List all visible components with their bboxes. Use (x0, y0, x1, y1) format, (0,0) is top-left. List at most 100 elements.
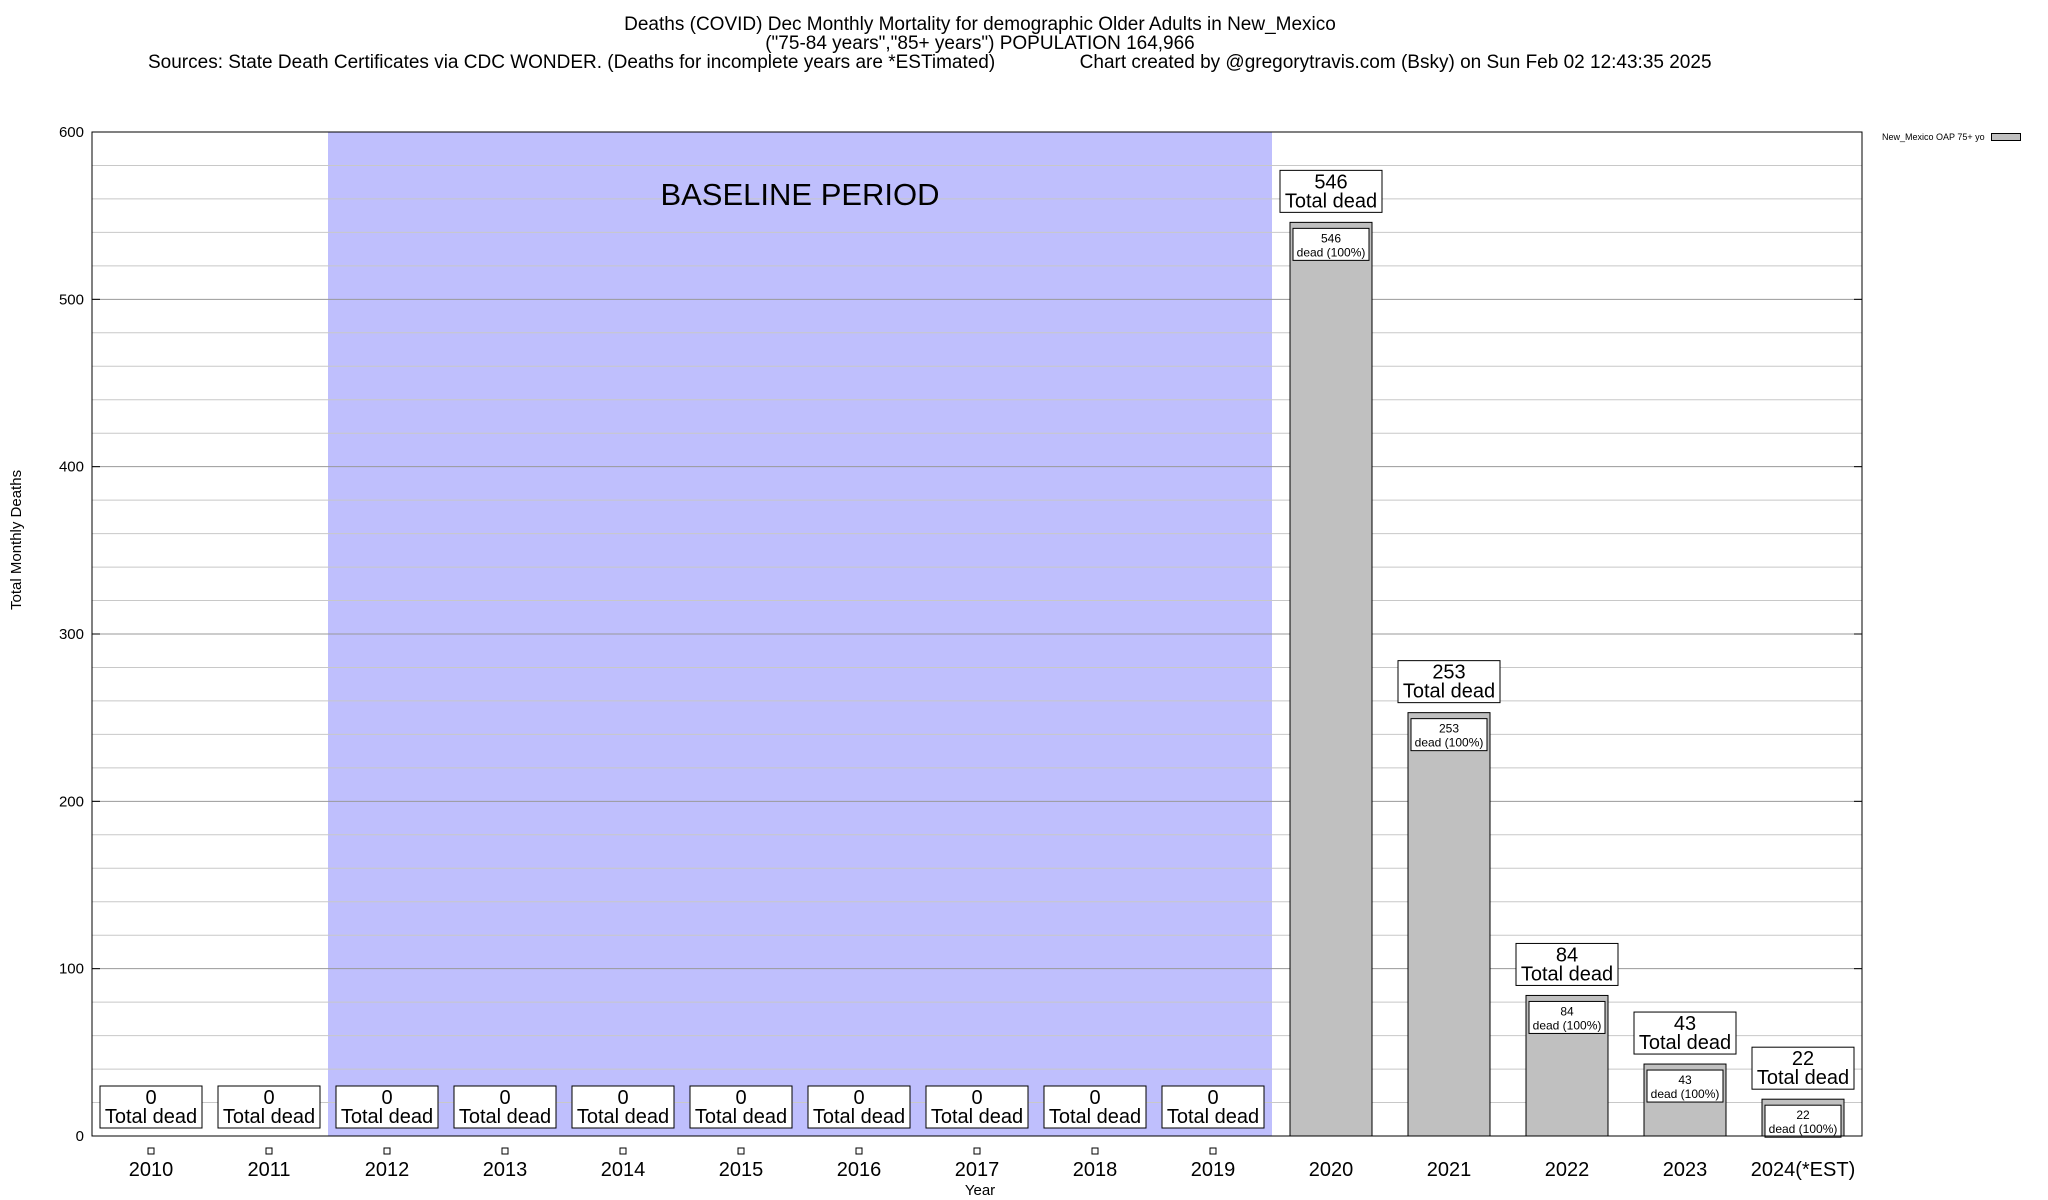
x-axis-label: Year (964, 1182, 996, 1199)
total-value-label: 0 (1207, 1087, 1218, 1109)
bar-inner-percent-label: dead (100%) (1769, 1122, 1838, 1136)
bar-inner-value-label: 546 (1321, 231, 1341, 245)
total-label-box (1161, 1085, 1265, 1129)
total-value-label: 0 (617, 1087, 628, 1109)
total-label-box (217, 1085, 321, 1129)
legend-label: New_Mexico OAP 75+ yo (1882, 132, 1985, 142)
x-tick-label: 2014 (601, 1159, 646, 1181)
legend: New_Mexico OAP 75+ yo (1882, 132, 2021, 142)
total-value-label: 0 (499, 1087, 510, 1109)
zero-marker (855, 1147, 863, 1155)
y-tick-label: 300 (59, 626, 84, 643)
total-value-label: 0 (853, 1087, 864, 1109)
total-value-label: 43 (1674, 1013, 1696, 1035)
total-dead-label: Total dead (459, 1106, 551, 1128)
chart-subtitle: ("75-84 years","85+ years") POPULATION 1… (765, 33, 1195, 54)
y-tick-label: 500 (59, 291, 84, 308)
total-value-label: 546 (1314, 171, 1347, 193)
bar-inner-value-label: 43 (1678, 1073, 1692, 1087)
bar-inner-percent-label: dead (100%) (1533, 1018, 1602, 1032)
zero-marker (501, 1147, 509, 1155)
zero-marker (383, 1147, 391, 1155)
total-dead-label: Total dead (341, 1106, 433, 1128)
total-value-label: 0 (735, 1087, 746, 1109)
bar-inner-value-label: 253 (1439, 722, 1459, 736)
x-tick-label: 2010 (129, 1159, 174, 1181)
zero-marker (265, 1147, 273, 1155)
total-dead-label: Total dead (1403, 681, 1495, 703)
total-label-box (689, 1085, 793, 1129)
zero-marker (147, 1147, 155, 1155)
bar (1289, 221, 1373, 1137)
total-label-box (1633, 1011, 1737, 1055)
total-label-box (1279, 169, 1383, 213)
chart-source-credit: Sources: State Death Certificates via CD… (148, 52, 1712, 74)
bar-inner-value-label: 22 (1796, 1108, 1810, 1122)
y-tick-label: 600 (59, 124, 84, 141)
zero-marker (619, 1147, 627, 1155)
x-tick-label: 2013 (483, 1159, 528, 1181)
x-tick-label: 2024(*EST) (1751, 1159, 1856, 1181)
chart-title: Deaths (COVID) Dec Monthly Mortality for… (624, 14, 1336, 35)
x-tick-label: 2021 (1427, 1159, 1472, 1181)
bar-inner-label-box (1528, 1000, 1606, 1034)
total-dead-label: Total dead (1167, 1106, 1259, 1128)
total-dead-label: Total dead (1049, 1106, 1141, 1128)
total-value-label: 22 (1792, 1048, 1814, 1070)
total-label-box (807, 1085, 911, 1129)
total-label-box (99, 1085, 203, 1129)
total-label-box (453, 1085, 557, 1129)
credit-line: Chart created by @gregorytravis.com (Bsk… (1079, 52, 1712, 73)
bar-inner-percent-label: dead (100%) (1297, 245, 1366, 259)
total-dead-label: Total dead (105, 1106, 197, 1128)
x-tick-label: 2020 (1309, 1159, 1354, 1181)
total-label-box (1751, 1046, 1855, 1090)
total-dead-label: Total dead (931, 1106, 1023, 1128)
baseline-period-label: BASELINE PERIOD (660, 177, 939, 212)
x-tick-label: 2022 (1545, 1159, 1590, 1181)
total-label-box (571, 1085, 675, 1129)
total-dead-label: Total dead (695, 1106, 787, 1128)
source-line: Sources: State Death Certificates via CD… (148, 52, 996, 73)
total-dead-label: Total dead (1639, 1032, 1731, 1054)
zero-marker (1209, 1147, 1217, 1155)
legend-swatch (1990, 133, 2021, 141)
total-label-box (335, 1085, 439, 1129)
total-value-label: 0 (971, 1087, 982, 1109)
total-label-box (1043, 1085, 1147, 1129)
total-dead-label: Total dead (1521, 963, 1613, 985)
y-tick-label: 400 (59, 459, 84, 476)
total-label-box (1397, 660, 1501, 704)
total-dead-label: Total dead (1285, 190, 1377, 212)
zero-marker (973, 1147, 981, 1155)
zero-marker (737, 1147, 745, 1155)
x-tick-label: 2019 (1191, 1159, 1236, 1181)
x-tick-label: 2018 (1073, 1159, 1118, 1181)
y-tick-label: 200 (59, 793, 84, 810)
total-dead-label: Total dead (223, 1106, 315, 1128)
total-label-box (1515, 942, 1619, 986)
total-label-box (925, 1085, 1029, 1129)
x-tick-label: 2017 (955, 1159, 1000, 1181)
bar-inner-percent-label: dead (100%) (1651, 1087, 1720, 1101)
bar-inner-label-box (1764, 1104, 1842, 1138)
x-tick-label: 2012 (365, 1159, 410, 1181)
bar-inner-percent-label: dead (100%) (1415, 736, 1484, 750)
total-dead-label: Total dead (577, 1106, 669, 1128)
x-tick-label: 2023 (1663, 1159, 1708, 1181)
bar-inner-value-label: 84 (1560, 1004, 1574, 1018)
total-dead-label: Total dead (1757, 1067, 1849, 1089)
total-value-label: 253 (1432, 662, 1465, 684)
x-tick-label: 2011 (247, 1159, 290, 1181)
total-value-label: 0 (145, 1087, 156, 1109)
zero-marker (1091, 1147, 1099, 1155)
total-dead-label: Total dead (813, 1106, 905, 1128)
bar-inner-label-box (1646, 1069, 1724, 1103)
total-value-label: 0 (381, 1087, 392, 1109)
total-value-label: 0 (263, 1087, 274, 1109)
total-value-label: 84 (1556, 944, 1578, 966)
y-tick-label: 0 (76, 1128, 84, 1145)
total-value-label: 0 (1089, 1087, 1100, 1109)
bar (1407, 712, 1491, 1137)
